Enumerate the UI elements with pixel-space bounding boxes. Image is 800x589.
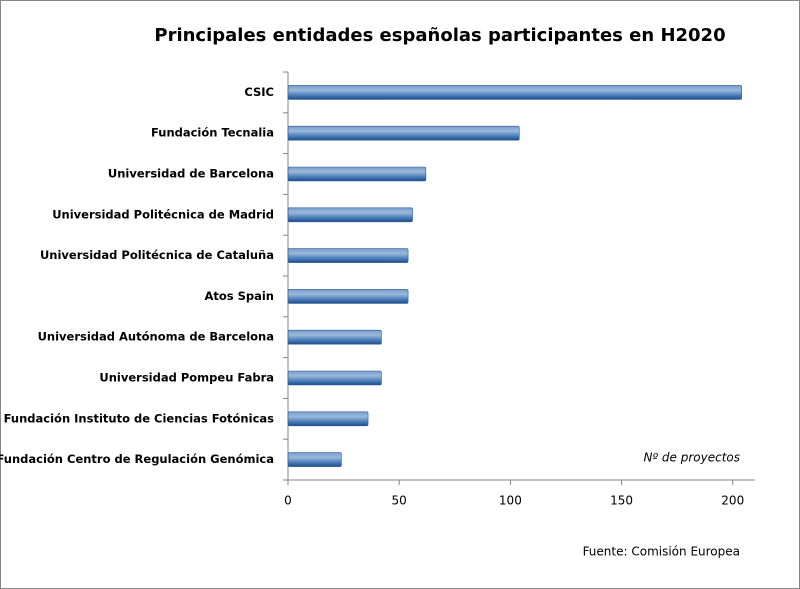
y-tick-label: Universidad Politécnica de Cataluña (40, 248, 274, 262)
chart-title: Principales entidades españolas particip… (154, 25, 725, 46)
bar (287, 248, 409, 263)
bar (287, 329, 382, 345)
unit-note: Nº de proyectos (643, 451, 740, 465)
y-tick-label: Universidad de Barcelona (108, 167, 274, 181)
source-note: Fuente: Comisión Europea (583, 545, 740, 559)
y-tick-label: Universidad Pompeu Fabra (99, 371, 274, 385)
bar (287, 289, 409, 304)
bar (287, 166, 427, 182)
x-tick-label: 0 (284, 494, 292, 508)
bar (287, 125, 520, 141)
y-tick-label: Fundación Tecnalia (151, 126, 274, 140)
y-tick-label: Atos Spain (204, 289, 274, 303)
y-tick-label: Universidad Politécnica de Madrid (52, 207, 274, 221)
bar (287, 85, 742, 100)
bar (287, 370, 382, 386)
y-tick-label: Fundación Instituto de Ciencias Fotónica… (4, 411, 275, 425)
y-tick-label: Fundación Centro de Regulación Genómica (0, 452, 274, 466)
bar (287, 452, 342, 467)
bar (287, 207, 413, 223)
x-tick-label: 150 (610, 494, 633, 508)
y-tick-label: Universidad Autónoma de Barcelona (38, 330, 274, 344)
bar (287, 411, 369, 427)
x-tick-label: 50 (392, 494, 407, 508)
x-tick-label: 200 (721, 494, 744, 508)
y-tick-label: CSIC (244, 85, 274, 99)
x-tick-label: 100 (499, 494, 522, 508)
